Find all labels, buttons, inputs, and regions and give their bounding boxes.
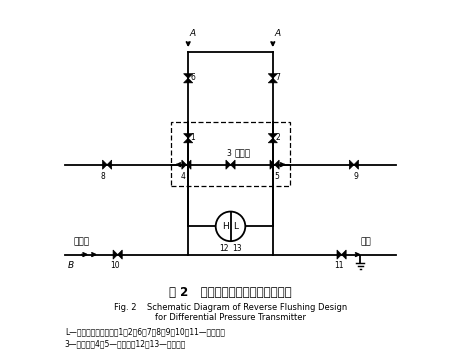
Text: B: B	[68, 261, 74, 270]
Polygon shape	[226, 160, 230, 169]
Polygon shape	[183, 78, 193, 83]
Polygon shape	[270, 160, 275, 169]
Text: 8: 8	[100, 172, 105, 181]
Polygon shape	[342, 250, 346, 259]
Polygon shape	[182, 160, 186, 169]
Text: 3: 3	[226, 149, 231, 158]
Text: L: L	[233, 222, 238, 231]
Bar	[171, 122, 290, 186]
Polygon shape	[268, 74, 278, 78]
Text: 反冲水: 反冲水	[74, 238, 90, 247]
Text: 5: 5	[274, 172, 279, 181]
Polygon shape	[183, 133, 193, 138]
Polygon shape	[186, 160, 191, 169]
Text: 五阀组: 五阀组	[235, 150, 251, 159]
Text: 12: 12	[219, 244, 229, 253]
Text: 13: 13	[232, 244, 242, 253]
Polygon shape	[113, 250, 118, 259]
Polygon shape	[183, 74, 193, 78]
Polygon shape	[230, 160, 235, 169]
Text: H: H	[222, 222, 229, 231]
Text: 11: 11	[334, 261, 343, 270]
Text: 10: 10	[110, 261, 120, 270]
Text: 9: 9	[353, 172, 358, 181]
Text: 地漏: 地漏	[361, 238, 372, 247]
Polygon shape	[183, 138, 193, 143]
Polygon shape	[275, 160, 279, 169]
Polygon shape	[268, 138, 278, 143]
Polygon shape	[102, 160, 107, 169]
Text: 图 2   差压变送器反冲水设计示意图: 图 2 差压变送器反冲水设计示意图	[169, 286, 292, 299]
Text: 6: 6	[191, 73, 195, 82]
Polygon shape	[268, 78, 278, 83]
Text: Fig. 2    Schematic Diagram of Reverse Flushing Design
for Differential Pressure: Fig. 2 Schematic Diagram of Reverse Flus…	[114, 303, 347, 322]
Text: 4: 4	[180, 172, 185, 181]
Polygon shape	[118, 250, 122, 259]
Polygon shape	[354, 160, 359, 169]
Polygon shape	[107, 160, 112, 169]
Text: A: A	[275, 29, 281, 39]
Text: 7: 7	[275, 73, 280, 82]
Text: A: A	[190, 29, 196, 39]
Text: 3—平衡阀；4、5—排污阀；12、13—排污丝堵: 3—平衡阀；4、5—排污阀；12、13—排污丝堵	[65, 339, 186, 348]
Text: 1: 1	[191, 133, 195, 142]
Text: L—压力变送器低压侧；1、2、6、7、8、9、10、11—截止阀；: L—压力变送器低压侧；1、2、6、7、8、9、10、11—截止阀；	[65, 327, 225, 336]
Polygon shape	[349, 160, 354, 169]
Polygon shape	[337, 250, 342, 259]
Circle shape	[216, 212, 245, 241]
Text: 2: 2	[275, 133, 280, 142]
Polygon shape	[268, 133, 278, 138]
